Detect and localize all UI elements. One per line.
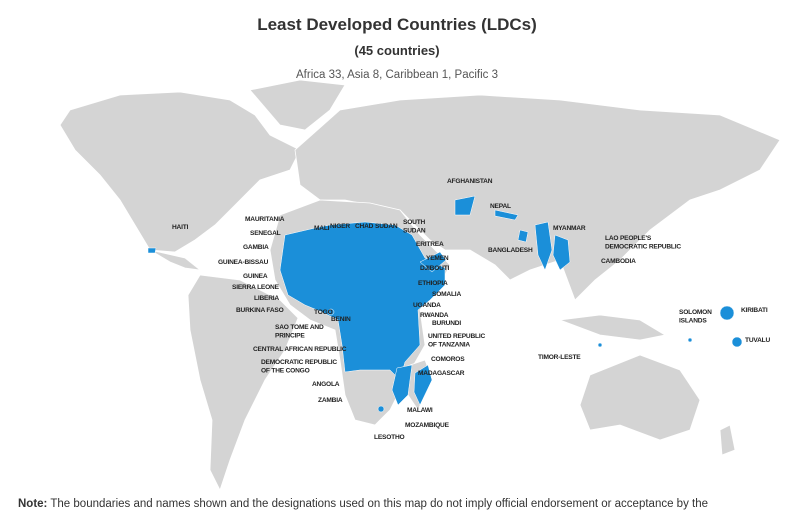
- country-label: ETHIOPIA: [418, 280, 448, 287]
- country-label: SAO TOME AND: [275, 324, 324, 331]
- country-label: SOUTH: [403, 219, 426, 226]
- country-label: MADAGASCAR: [418, 370, 465, 377]
- country-label: YEMEN: [426, 255, 449, 262]
- country-label: MAURITANIA: [245, 216, 285, 223]
- country-label: CHAD: [355, 223, 374, 230]
- country-label: UGANDA: [413, 302, 441, 309]
- country-label: ANGOLA: [312, 381, 340, 388]
- country-label: SUDAN: [403, 228, 426, 235]
- country-labels: AFGHANISTAN NEPAL MYANMAR BANGLADESH LAO PEO…: [172, 178, 771, 441]
- country-label: BENIN: [331, 316, 351, 323]
- country-label: SENEGAL: [250, 230, 281, 237]
- country-label: RWANDA: [420, 312, 449, 319]
- country-label: LESOTHO: [374, 434, 405, 441]
- country-label: SIERRA LEONE: [232, 284, 280, 291]
- country-label: CAMBODIA: [601, 258, 636, 265]
- country-label: SUDAN: [375, 223, 398, 230]
- country-label: ISLANDS: [679, 318, 707, 325]
- country-label: BURUNDI: [432, 320, 461, 327]
- country-label: TIMOR-LESTE: [538, 354, 581, 361]
- country-label: SOMALIA: [432, 291, 461, 298]
- note-label: Note:: [18, 498, 47, 510]
- note-text: The boundaries and names shown and the d…: [50, 498, 708, 510]
- summary: Africa 33, Asia 8, Caribbean 1, Pacific …: [296, 69, 498, 81]
- country-label: MYANMAR: [553, 225, 586, 232]
- country-label: LAO PEOPLE'S: [605, 235, 652, 242]
- country-label: GUINEA-BISSAU: [218, 259, 269, 266]
- country-label: OF TANZANIA: [428, 342, 470, 349]
- country-label: OF THE CONGO: [261, 368, 310, 375]
- country-label: ZAMBIA: [318, 397, 343, 404]
- country-label: BURKINA FASO: [236, 307, 284, 314]
- country-label: MOZAMBIQUE: [405, 422, 450, 429]
- country-label: PRINCIPE: [275, 333, 305, 340]
- title: Least Developed Countries (LDCs): [257, 15, 537, 34]
- country-label: KIRIBATI: [741, 307, 768, 314]
- country-label: DJIBOUTI: [420, 265, 450, 272]
- country-label: GAMBIA: [243, 244, 269, 251]
- country-label: GUINEA: [243, 273, 268, 280]
- note: Note: The boundaries and names shown and…: [18, 498, 708, 510]
- country-label: MALAWI: [407, 407, 433, 414]
- country-label: DEMOCRATIC REPUBLIC: [261, 359, 337, 366]
- country-label: CENTRAL AFRICAN REPUBLIC: [253, 346, 347, 353]
- subtitle: (45 countries): [354, 43, 439, 58]
- country-label: AFGHANISTAN: [447, 178, 493, 185]
- country-label: MALI: [314, 225, 330, 232]
- country-label: NIGER: [330, 223, 350, 230]
- ldc-regions: [147, 195, 743, 413]
- country-label: BANGLADESH: [488, 247, 533, 254]
- country-label: HAITI: [172, 224, 189, 231]
- country-label: NEPAL: [490, 203, 511, 210]
- country-label: ERITREA: [416, 241, 444, 248]
- country-label: SOLOMON: [679, 309, 712, 316]
- country-label: DEMOCRATIC REPUBLIC: [605, 244, 681, 251]
- country-label: TOGO: [314, 309, 333, 316]
- country-label: UNITED REPUBLIC: [428, 333, 486, 340]
- country-label: COMOROS: [431, 356, 465, 363]
- country-label: LIBERIA: [254, 295, 279, 302]
- country-label: TUVALU: [745, 337, 770, 344]
